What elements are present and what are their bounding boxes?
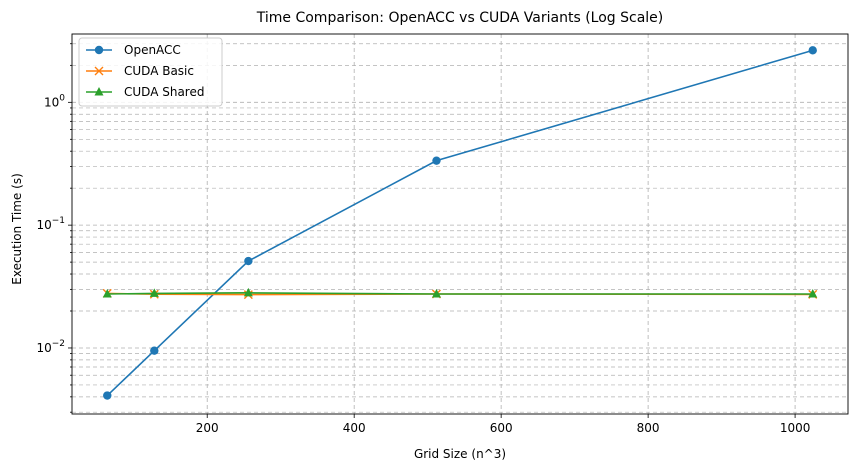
- axis-layer: 200 400 600 800 1000 10−2 10−1 100: [36, 43, 811, 435]
- y-tick-label: 100: [44, 93, 65, 109]
- data-point: [103, 391, 112, 400]
- legend: OpenACC CUDA Basic CUDA Shared: [78, 37, 223, 107]
- legend-box: [78, 37, 223, 107]
- chart-title: Time Comparison: OpenACC vs CUDA Variant…: [256, 10, 664, 26]
- x-tick-label: 1000: [780, 421, 811, 435]
- legend-label: CUDA Shared: [124, 85, 204, 99]
- x-tick-label: 400: [343, 421, 366, 435]
- data-point: [102, 289, 112, 298]
- y-axis-label: Execution Time (s): [10, 173, 24, 285]
- grid-layer: [72, 34, 848, 414]
- y-tick-label: 10−1: [36, 216, 65, 232]
- data-point: [432, 156, 441, 165]
- x-tick-label: 800: [637, 421, 660, 435]
- x-axis-label: Grid Size (n^3): [414, 447, 506, 461]
- legend-marker: [94, 87, 104, 96]
- x-tick-label: 600: [490, 421, 513, 435]
- x-tick-label: 200: [196, 421, 219, 435]
- legend-marker: [94, 66, 104, 76]
- legend-label: CUDA Basic: [124, 64, 194, 78]
- data-point: [244, 256, 253, 266]
- data-point: [150, 346, 159, 355]
- data-point: [808, 46, 817, 55]
- legend-label: OpenACC: [124, 43, 181, 57]
- y-tick-label: 10−2: [36, 339, 65, 355]
- legend-marker: [94, 45, 104, 55]
- data-point: [431, 289, 441, 298]
- data-point: [149, 288, 159, 297]
- data-point: [243, 287, 253, 297]
- plot-frame: [71, 33, 849, 415]
- data-point: [808, 289, 818, 298]
- series-layer: [102, 46, 818, 400]
